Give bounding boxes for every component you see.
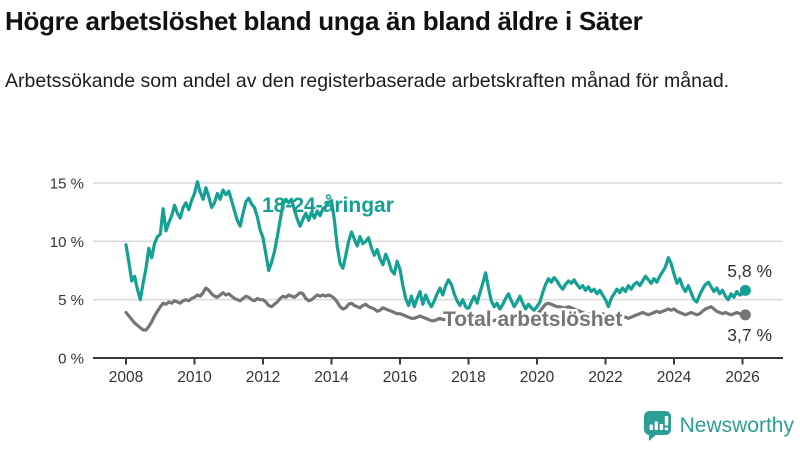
series-label-young: 18-24-åringar [262,194,394,217]
svg-text:2020: 2020 [520,369,555,386]
svg-text:2018: 2018 [451,369,485,386]
x-axis-tick-labels: 2008 2010 2012 2014 2016 2018 2020 2022 2024 2026 [109,369,760,386]
svg-text:2008: 2008 [109,369,143,386]
newsworthy-speech-bubble-barchart-icon [643,411,671,441]
chart-subtitle: Arbetssökande som andel av den registerb… [5,70,730,92]
series-label-total: Total arbetslöshet [443,308,622,331]
gridlines [93,182,783,301]
svg-text:5 %: 5 % [58,292,84,309]
brand-name: Newsworthy [679,413,794,437]
svg-text:0 %: 0 % [58,351,84,368]
svg-text:15 %: 15 % [50,175,84,192]
x-axis [93,357,783,365]
end-value-label-young: 5,8 % [727,261,772,281]
series-lines [124,180,751,332]
svg-text:2014: 2014 [314,369,349,386]
page-title: Högre arbetslöshet bland unga än bland ä… [5,6,643,36]
y-axis-tick-labels: 0 % 5 % 10 % 15 % [50,175,84,367]
newsworthy-logo: Newsworthy [641,409,794,442]
svg-text:2012: 2012 [246,369,280,386]
svg-text:2024: 2024 [657,369,692,386]
svg-text:2010: 2010 [177,369,212,386]
svg-text:10 %: 10 % [50,234,84,251]
svg-text:2022: 2022 [588,369,622,386]
end-value-label-total: 3,7 % [727,325,772,345]
svg-text:2016: 2016 [383,369,417,386]
svg-text:2026: 2026 [725,369,759,386]
